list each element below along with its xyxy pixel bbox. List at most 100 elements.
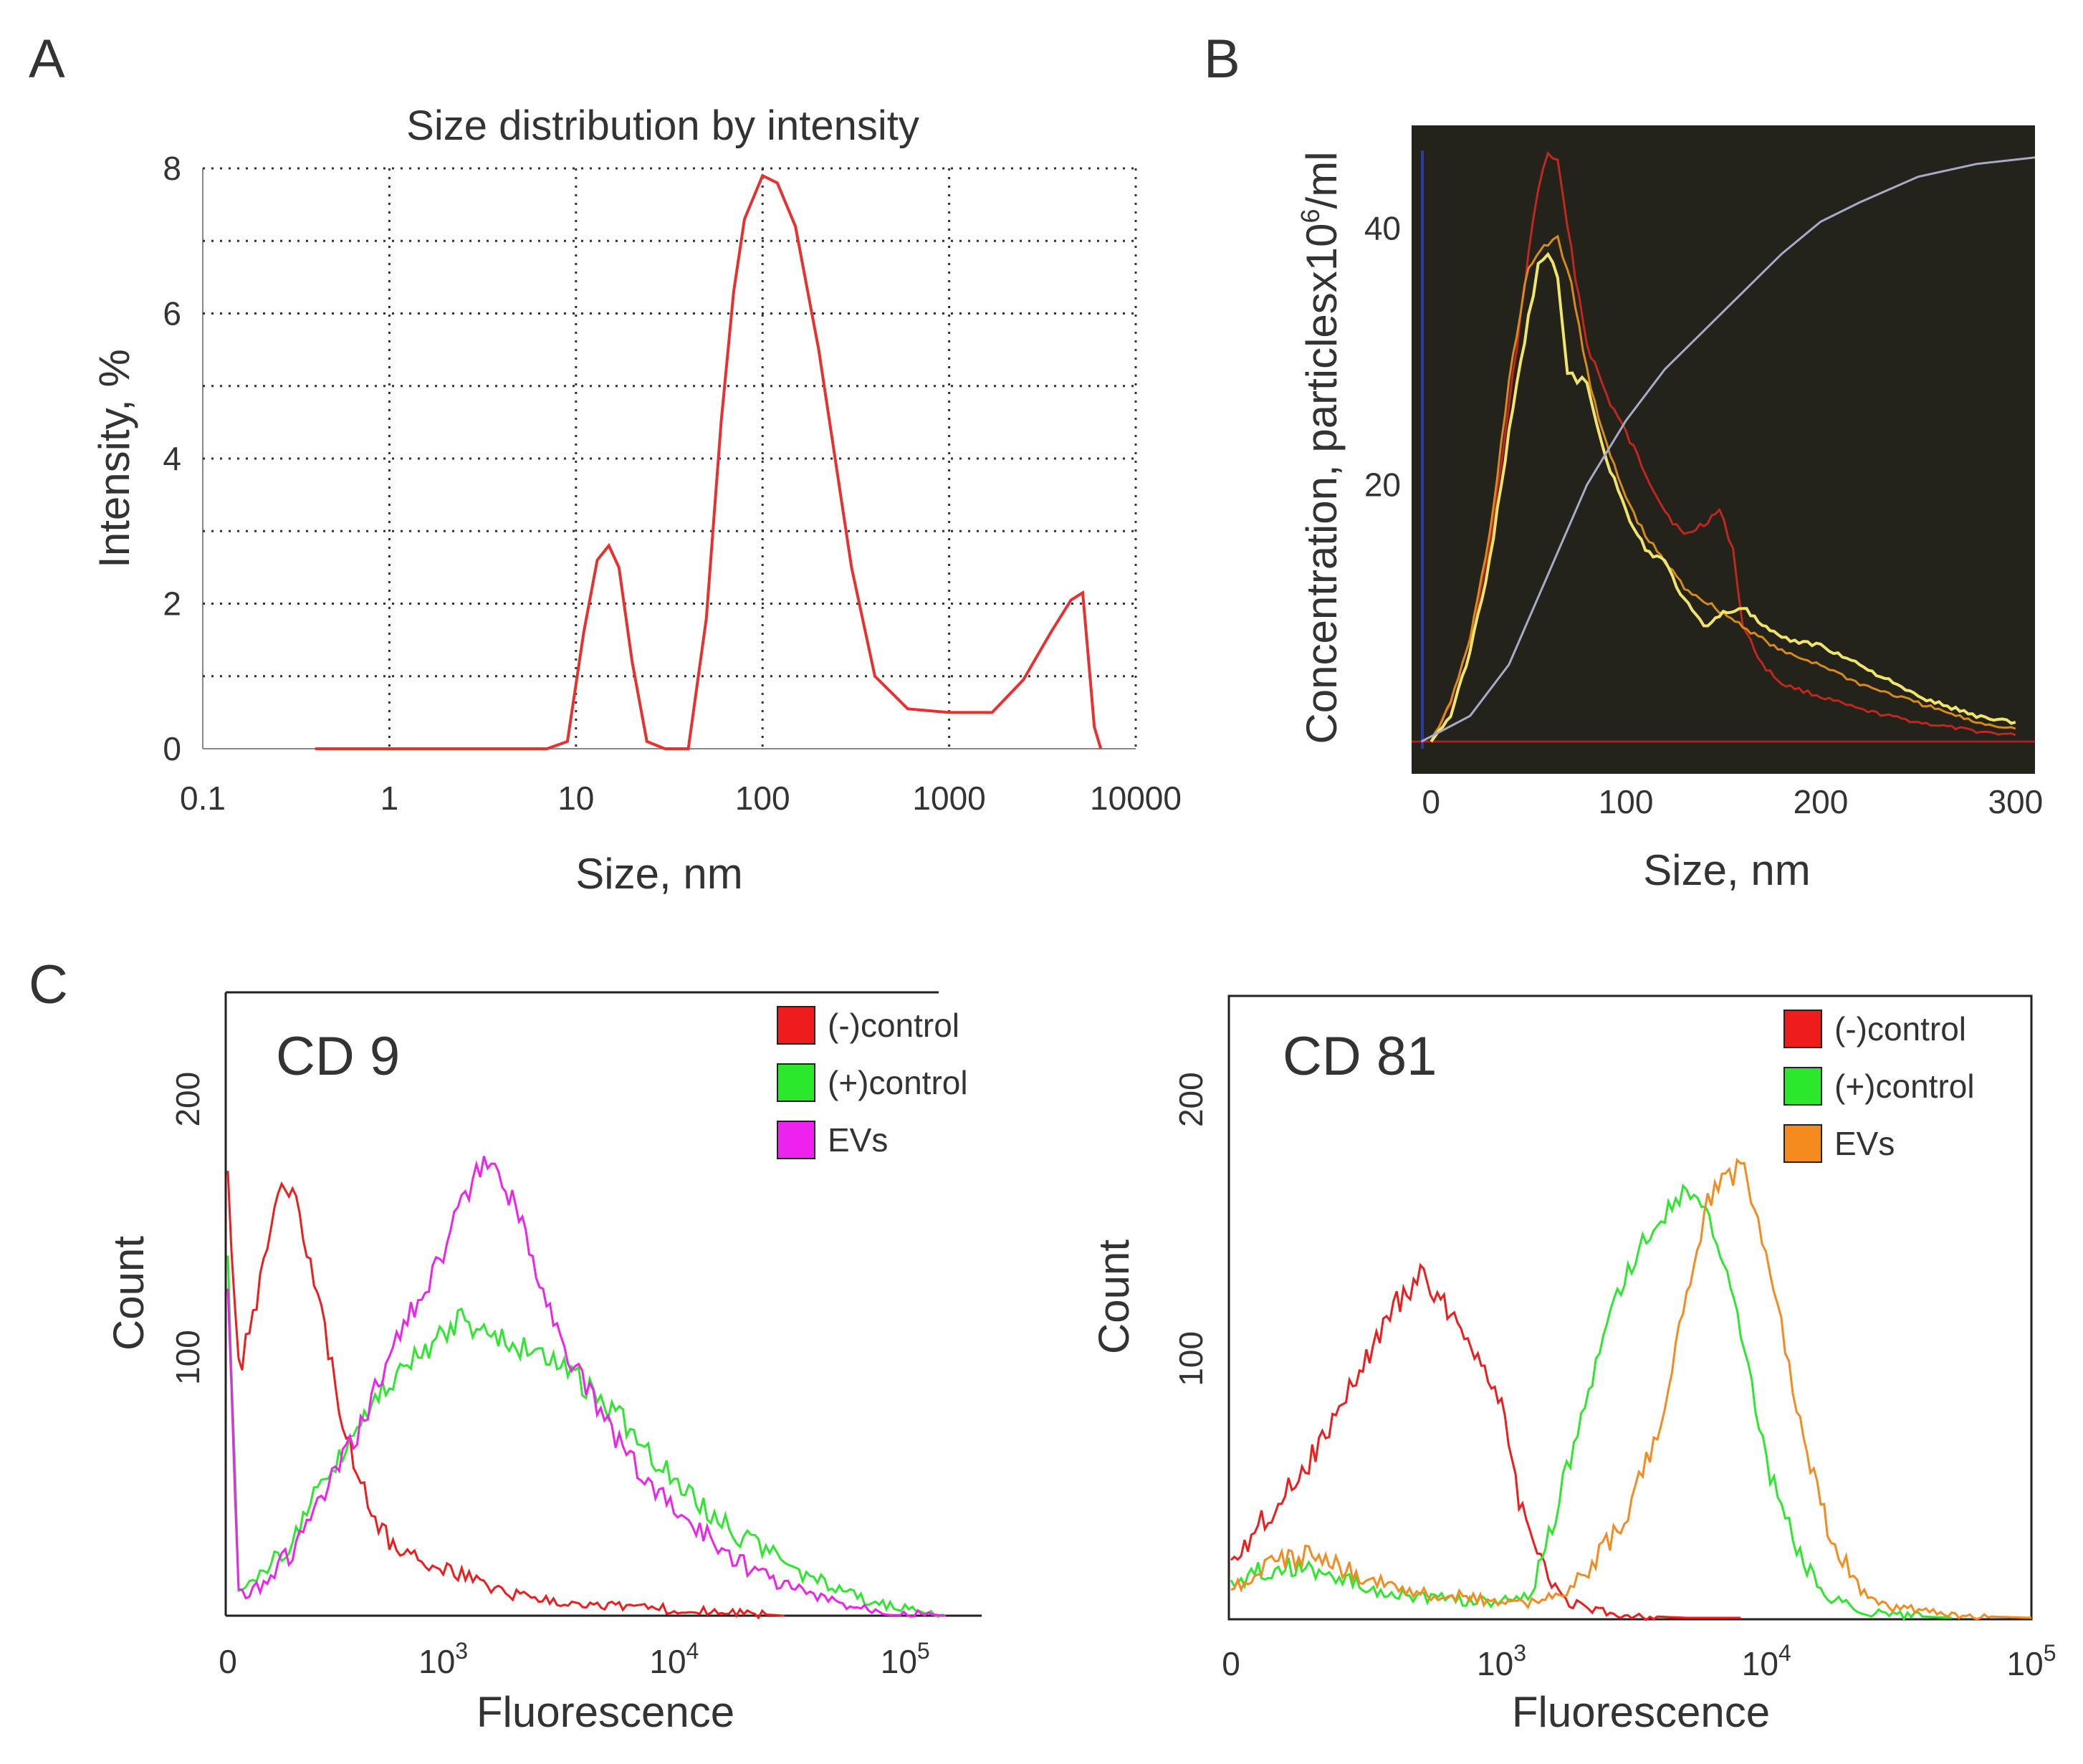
panel-a-ytick-label: 0 [163,730,181,767]
panel-b-ytick-label: 20 [1364,466,1401,504]
panel-c2-series [1230,1157,2032,1621]
c1-legend-swatch [777,1063,815,1102]
panel-c1-title: CD 9 [276,1026,400,1087]
panel-c2-title: CD 81 [1283,1026,1437,1087]
c1-xtick-base: 10 [881,1643,917,1680]
c2-xtick-label: 103 [1477,1640,1526,1682]
c1-legend-swatch [777,1006,815,1045]
c1-xtick-label: 104 [649,1638,699,1680]
c1-legend-label: (+)control [828,1064,968,1101]
panel-b-plot-background [1412,125,2035,774]
c2-legend-swatch [1783,1067,1822,1106]
c1-series-line [226,1156,947,1618]
c2-series-line [1230,1183,1952,1621]
c2-xtick-label: 105 [2007,1640,2056,1682]
c2-legend-label: (-)control [1834,1010,1966,1048]
c2-ytick-label: 200 [1172,1072,1210,1127]
panel-b-ylabel-exponent: 6 [1296,208,1325,223]
c2-series-line [1230,1262,1741,1621]
c1-xtick-base: 10 [418,1643,455,1680]
panel-letter-c: C [29,954,68,1015]
panel-a-xtick-label: 1 [380,780,399,817]
panel-b-chart: 0 100 200 300 20 40 Size, nm Concentration, p… [1296,125,2043,894]
panel-b-series [1420,150,2036,743]
panel-b-ytick-label: 40 [1364,209,1401,246]
panel-a-ylabel: Intensity, % [90,349,138,568]
panel-a-xtick-label: 100 [735,780,790,817]
c2-xtick-base: 10 [1742,1645,1778,1682]
panel-a-xtick-label: 10 [557,780,594,817]
panel-a-xtick-label: 10000 [1090,780,1182,817]
panel-a-title: Size distribution by intensity [406,102,919,149]
panel-b-series-line [1430,251,2016,743]
c2-xtick-exponent: 3 [1513,1640,1526,1666]
c1-legend-label: EVs [828,1121,888,1159]
panel-c1-series [226,1156,947,1620]
c2-legend-swatch [1783,1124,1822,1163]
c2-xtick-exponent: 4 [1778,1640,1791,1666]
panel-a-series [315,173,1103,750]
panel-b-series-line [1430,234,2016,742]
c1-legend-swatch [777,1121,815,1159]
c1-series-line [226,1255,947,1619]
c2-xtick-base: 10 [2007,1645,2044,1682]
panel-a-ytick-label: 4 [163,440,181,477]
panel-c1-ylabel: Count [105,1236,153,1351]
panel-a-xtick-label: 1000 [912,780,985,817]
c2-xtick-label: 0 [1222,1645,1240,1682]
panel-letter-b: B [1204,29,1240,90]
panel-b-xtick-label: 100 [1599,783,1654,820]
panel-c1-xlabel: Fluorescence [477,1688,734,1736]
panel-c2-ylabel: Count [1090,1240,1138,1354]
c1-xtick-exponent: 3 [455,1638,468,1664]
c2-xtick-base: 10 [1477,1645,1513,1682]
panel-a-ytick-label: 2 [163,585,181,623]
panel-c2-xlabel: Fluorescence [1512,1688,1770,1736]
c1-series-line [226,1171,785,1620]
panel-c2-legend: (-)control (+)control EVs [1783,1010,1975,1163]
c1-ytick-label: 200 [169,1072,206,1127]
panel-b-xtick-label: 0 [1422,783,1440,820]
c1-ytick-label: 100 [169,1330,206,1385]
panel-a-ytick-label: 6 [163,295,181,332]
c2-series-line [1230,1157,2032,1621]
panel-b-xlabel: Size, nm [1643,846,1810,894]
panel-a-ticks: 0.1 1 10 100 1000 10000 0 2 4 6 8 [163,150,1182,817]
panel-b-series-line [1420,156,2036,743]
panel-b-ylabel-main: Concentration, particlesx10 [1298,223,1346,744]
panel-a-series-line [315,173,1103,750]
panel-b-ylabel: Concentration, particlesx106/ml [1296,151,1346,744]
c2-xtick-base: 0 [1222,1645,1240,1682]
c1-xtick-label: 0 [219,1643,237,1680]
c2-legend-label: (+)control [1834,1068,1975,1105]
c2-xtick-label: 104 [1742,1640,1791,1682]
panel-letter-a: A [29,29,65,90]
panel-a-ytick-label: 8 [163,150,181,187]
c1-xtick-base: 0 [219,1643,237,1680]
panel-a-xtick-label: 0.1 [180,780,226,817]
panel-c2-frame [1227,994,2033,1621]
c1-xtick-label: 103 [418,1638,468,1680]
panel-b-xtick-label: 200 [1794,783,1849,820]
c2-legend-label: EVs [1834,1125,1895,1162]
panel-b-ticks: 0 100 200 300 20 40 [1364,209,2043,820]
panel-a-xlabel: Size, nm [575,850,742,898]
c2-ytick-label: 100 [1172,1331,1210,1386]
panel-a-grid [203,167,1137,749]
c1-xtick-base: 10 [649,1643,686,1680]
panel-b-xtick-label: 300 [1988,783,2043,820]
c1-legend-label: (-)control [828,1007,959,1044]
c1-xtick-exponent: 4 [686,1638,699,1664]
c2-legend-swatch [1783,1010,1822,1048]
c1-xtick-label: 105 [881,1638,930,1680]
c2-xtick-exponent: 5 [2044,1640,2056,1666]
c1-xtick-exponent: 5 [917,1638,930,1664]
panel-b-ylabel-suffix: /ml [1298,151,1346,208]
panel-c1-legend: (-)control (+)control EVs [777,1006,968,1159]
panel-a-chart: Size distribution by intensity 0.1 1 10 100… [90,102,1182,898]
